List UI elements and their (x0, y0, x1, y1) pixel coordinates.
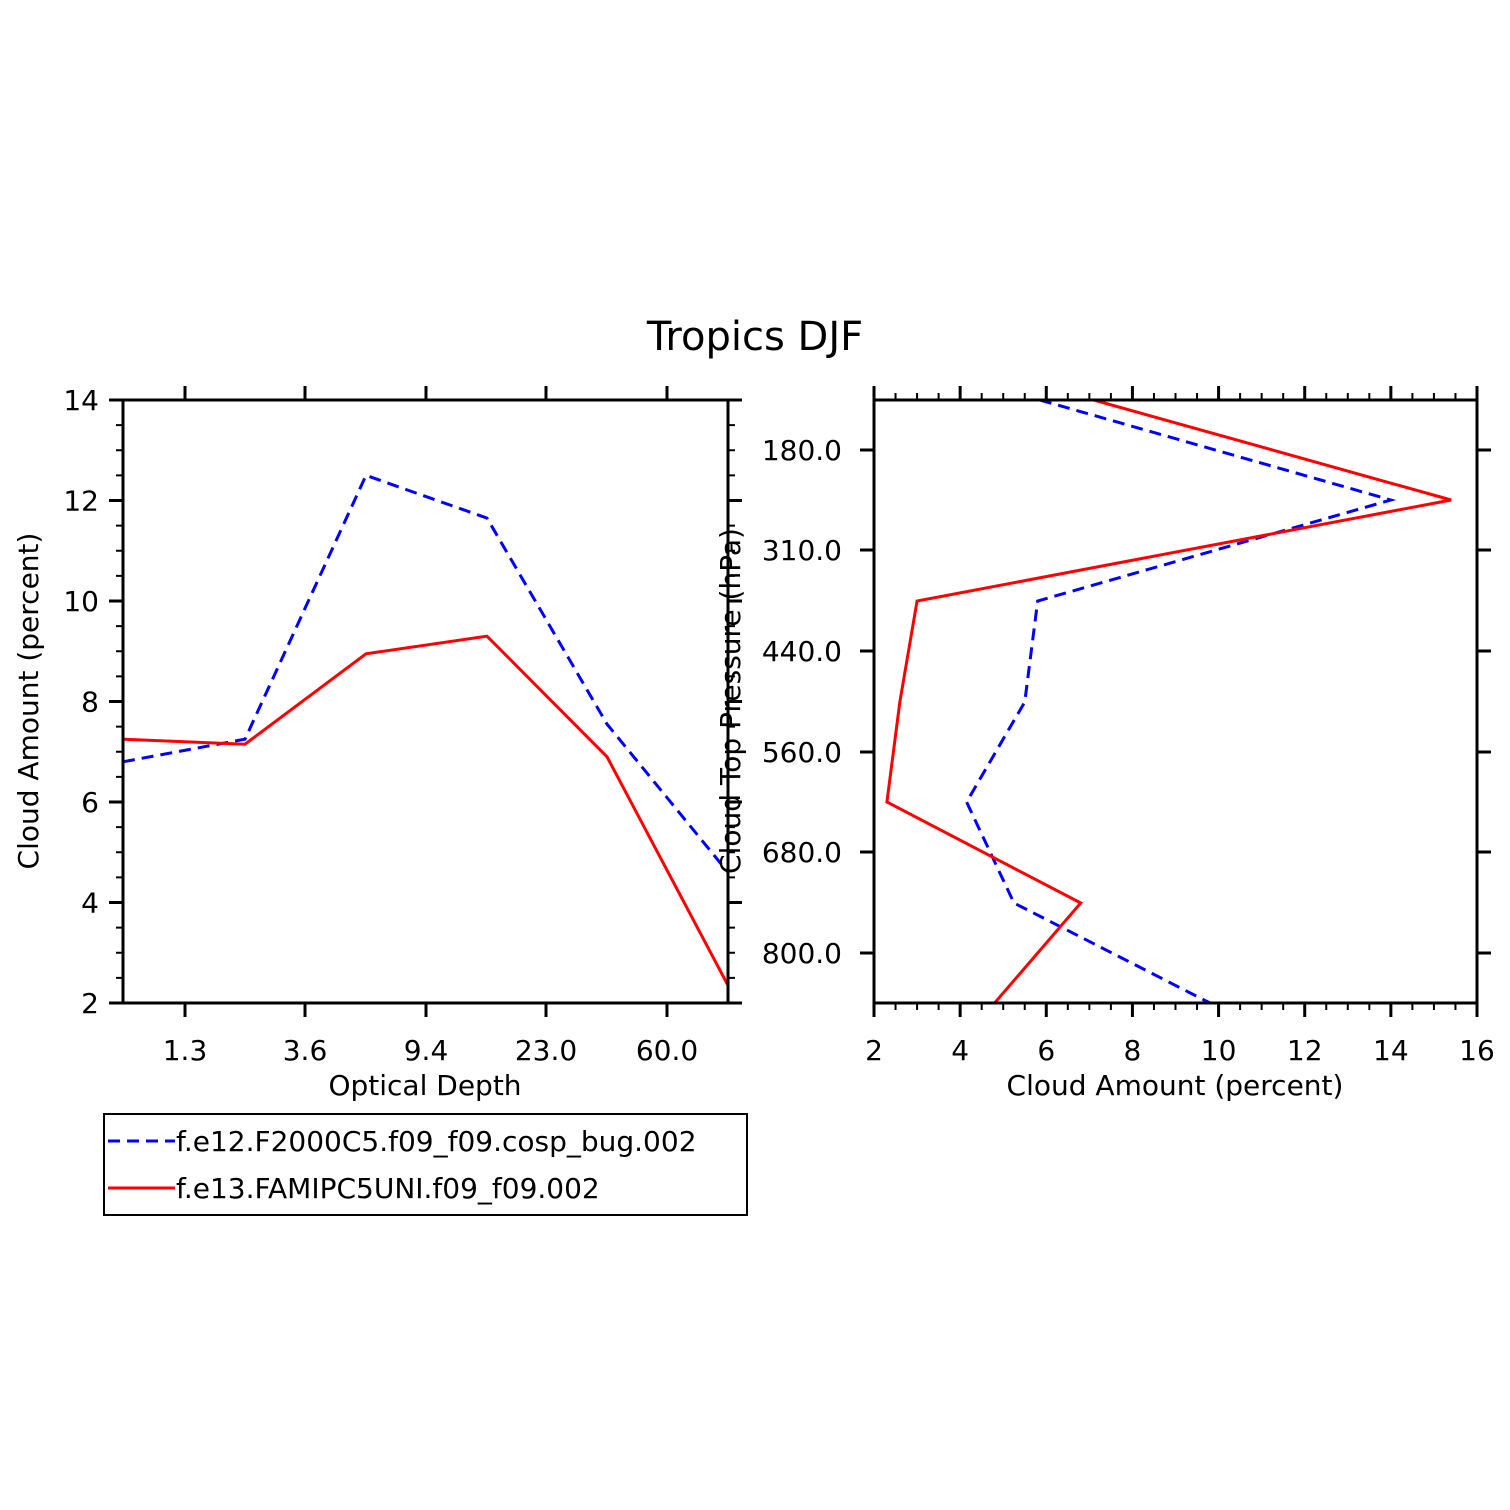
left-x-axis-label: Optical Depth (328, 1069, 521, 1102)
left-y-tick-label: 12 (63, 485, 99, 518)
left-x-tick-label: 60.0 (636, 1034, 698, 1067)
right-y-tick-label: 180.0 (762, 434, 842, 467)
right-x-tick-label: 14 (1373, 1034, 1409, 1067)
right-x-tick-label: 8 (1124, 1034, 1142, 1067)
right-x-axis-label: Cloud Amount (percent) (1007, 1069, 1344, 1102)
right-plot-frame (872, 398, 1479, 1005)
left-x-tick-label: 3.6 (283, 1034, 328, 1067)
right-y-tick-label: 680.0 (762, 836, 842, 869)
right-x-tick-label: 10 (1201, 1034, 1237, 1067)
left-y-tick-label: 2 (81, 987, 99, 1020)
left-plot-frame (121, 398, 730, 1005)
legend-box (103, 1113, 748, 1216)
chart-title: Tropics DJF (646, 314, 863, 360)
left-series (122, 473, 730, 987)
left-ticks: 2 4 6 8 10 12 14 1.3 3.6 9.4 23.0 60.0 (63, 384, 742, 1067)
optical-depth-panel: 2 4 6 8 10 12 14 1.3 3.6 9.4 23.0 60.0 Optical Dept… (12, 384, 742, 1102)
left-y-axis-label: Cloud Amount (percent) (12, 533, 45, 870)
left-x-tick-label: 9.4 (404, 1034, 449, 1067)
legend: f.e12.F2000C5.f09_f09.cosp_bug.002 f.e13… (103, 1113, 748, 1216)
right-y-axis-label: Cloud Top Pressure (hPa) (714, 528, 747, 874)
legend-label-series-2: f.e13.FAMIPC5UNI.f09_f09.002 (176, 1172, 600, 1205)
right-series-line-1 (964, 398, 1397, 1005)
left-y-tick-label: 8 (81, 686, 99, 719)
right-x-tick-label: 2 (865, 1034, 883, 1067)
left-x-tick-label: 1.3 (163, 1034, 208, 1067)
right-x-tick-label: 16 (1459, 1034, 1495, 1067)
right-series-line-2 (885, 398, 1452, 1004)
right-y-tick-label: 560.0 (762, 736, 842, 769)
right-x-tick-label: 6 (1037, 1034, 1055, 1067)
right-x-tick-label: 12 (1287, 1034, 1323, 1067)
right-y-tick-label: 310.0 (762, 534, 842, 567)
left-y-tick-label: 10 (63, 585, 99, 618)
right-y-tick-label: 440.0 (762, 635, 842, 668)
left-y-tick-label: 14 (63, 384, 99, 417)
left-y-tick-label: 4 (81, 887, 99, 920)
left-x-tick-label: 23.0 (515, 1034, 577, 1067)
right-y-tick-label: 800.0 (762, 937, 842, 970)
left-series-line-2 (122, 634, 730, 987)
cloud-top-pressure-panel: 2 4 6 8 10 12 14 16 180.0 310.0 440.0 560.0 680.0 800… (714, 386, 1495, 1102)
right-series (885, 398, 1452, 1005)
legend-label-series-1: f.e12.F2000C5.f09_f09.cosp_bug.002 (176, 1125, 697, 1158)
left-y-tick-label: 6 (81, 786, 99, 819)
right-ticks: 2 4 6 8 10 12 14 16 180.0 310.0 440.0 560.0 680.0 800… (762, 386, 1495, 1067)
right-x-tick-label: 4 (951, 1034, 969, 1067)
